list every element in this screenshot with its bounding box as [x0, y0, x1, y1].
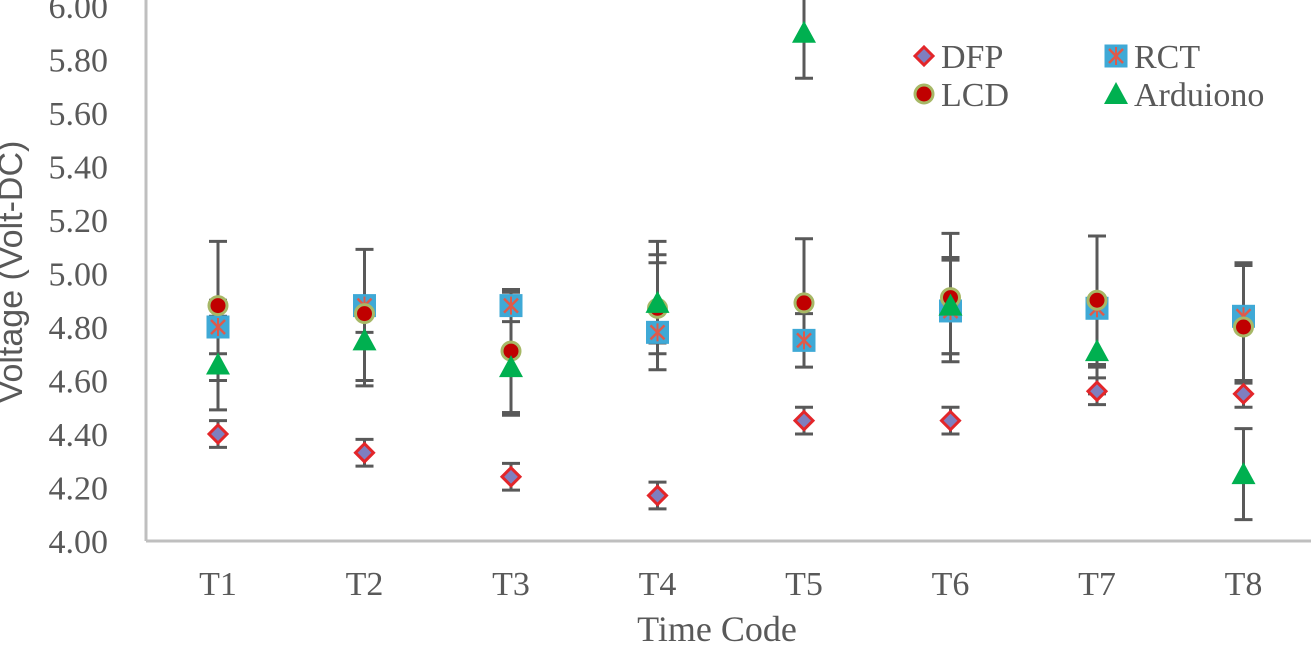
lcd-point [354, 303, 375, 325]
y-tick-label: 5.80 [49, 43, 109, 80]
x-tick-label: T4 [639, 566, 677, 603]
y-tick-label: 5.20 [49, 203, 109, 240]
y-tick-label: 4.40 [49, 417, 109, 454]
y-tick-label: 4.20 [49, 471, 109, 508]
legend-entry: DFP [912, 39, 1003, 76]
legend-label: DFP [941, 39, 1003, 76]
lcd-point [793, 292, 815, 314]
legend-label: LCD [941, 77, 1009, 114]
dfp-point [1085, 380, 1109, 403]
lcd-point [1086, 289, 1108, 311]
lcd-point [207, 295, 229, 317]
y-tick-label: 5.60 [49, 96, 109, 133]
arduiono-point [938, 293, 963, 316]
legend-rct-marker [1104, 44, 1128, 68]
dfp-point [646, 484, 669, 507]
x-tick-label: T7 [1078, 566, 1116, 603]
y-tick-label: 5.40 [49, 150, 109, 187]
legend-dfp-marker [912, 44, 936, 68]
x-tick-label: T6 [932, 566, 970, 603]
arduiono-point [792, 20, 816, 43]
x-tick-label: T1 [199, 566, 237, 603]
arduiono-point [645, 290, 670, 313]
legend-entry: RCT [1104, 39, 1200, 76]
rct-point [206, 315, 230, 339]
legend-entry: Arduiono [1104, 77, 1264, 114]
y-tick-label: 6.00 [49, 0, 109, 26]
arduiono-point [352, 328, 377, 351]
dfp-point [499, 465, 523, 488]
legend-label: Arduiono [1134, 77, 1264, 114]
legend-lcd-marker [913, 83, 935, 105]
arduiono-point [1231, 462, 1256, 485]
y-tick-label: 5.00 [49, 257, 109, 294]
x-tick-label: T3 [492, 566, 530, 603]
arduiono-point [499, 355, 523, 378]
legend: DFP RCT LCD Arduiono [912, 39, 1264, 114]
dfp-point [206, 422, 230, 446]
dfp-point [1232, 382, 1255, 405]
x-tick-label: T8 [1225, 566, 1263, 603]
legend-entry: LCD [913, 77, 1009, 114]
y-tick-label: 4.80 [49, 310, 109, 347]
x-tick-label: T5 [785, 566, 823, 603]
rct-point [499, 294, 523, 318]
rct-point [646, 320, 669, 344]
y-tick-label: 4.60 [49, 364, 109, 401]
dfp-point [792, 409, 816, 432]
arduiono-point [206, 352, 230, 375]
error-bars [209, 0, 1253, 522]
arduiono-point [1085, 339, 1109, 362]
axes: 4.00 4.20 4.40 4.60 4.80 5.00 5.20 5.40 5.60 5.80… [49, 0, 1311, 603]
dfp-point [939, 409, 962, 432]
y-axis-title: Voltage (Volt-DC) [0, 141, 30, 404]
x-axis-title: Time Code [637, 609, 797, 649]
dfp-point [353, 441, 376, 464]
error-bar [795, 237, 813, 342]
y-tick-label: 4.00 [49, 524, 109, 561]
x-tick-label: T2 [346, 566, 384, 603]
legend-label: RCT [1134, 39, 1200, 76]
lcd-point [1233, 316, 1254, 338]
rct-point [792, 328, 816, 352]
data-markers [206, 20, 1256, 507]
legend-arduiono-marker [1104, 82, 1128, 104]
